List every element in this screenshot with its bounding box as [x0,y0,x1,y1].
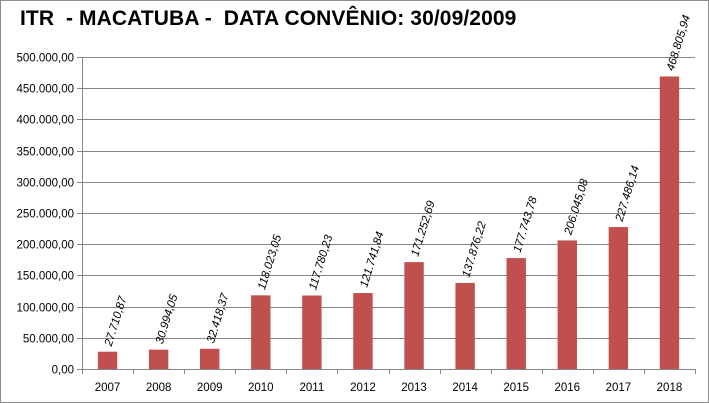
data-label: 118.023,05 [256,233,284,291]
data-label: 171.252,69 [409,199,437,258]
x-tick-label: 2016 [554,382,580,394]
gridlines [77,57,696,374]
x-tick-label: 2009 [197,382,223,394]
bar [353,293,373,369]
bar [148,349,169,369]
data-label: 30.994,05 [154,293,181,346]
x-tick-label: 2012 [350,382,376,394]
x-tick-label: 2014 [452,382,478,394]
x-tick-label: 2017 [606,382,632,394]
data-label: 137.876,22 [461,220,489,279]
y-axis-tick-labels: 0,00 50.000,00 100.000,00 150.000,00 200.000… [16,53,74,377]
bar [506,258,526,369]
bar [455,282,475,369]
bar [97,351,118,369]
y-tick-label: 300.000,00 [16,178,74,190]
x-tick-label: 2007 [95,382,121,394]
data-labels: 27.710,87 30.994,05 32.418,37 118.023,05 117… [103,14,694,349]
y-tick-label: 50.000,00 [23,334,74,346]
y-tick-label: 500.000,00 [16,53,74,65]
y-tick-label: 450.000,00 [16,84,74,96]
data-label: 117.780,23 [307,233,335,291]
data-label: 468.805,94 [665,14,693,73]
bar [200,348,220,369]
y-tick-label: 150.000,00 [16,271,74,283]
bar [659,76,680,370]
y-tick-label: 100.000,00 [16,303,74,315]
y-tick-label: 200.000,00 [16,240,74,252]
bar [608,227,629,369]
x-tick-label: 2010 [248,382,274,394]
x-tick-label: 2018 [657,382,683,394]
x-tick-label: 2008 [146,382,172,394]
data-label: 206.045,08 [562,177,591,237]
data-label: 177.743,78 [512,195,540,254]
x-tick-label: 2013 [401,382,427,394]
y-tick-label: 400.000,00 [16,115,74,127]
x-tick-label: 2015 [503,382,529,394]
bar [404,262,424,369]
data-label: 121.741,84 [358,230,386,289]
x-tick-label: 2011 [300,382,325,394]
x-axis-tick-labels: 2007 2008 2009 2010 2011 2012 2013 2014 2015 2016… [95,382,683,394]
y-tick-label: 0,00 [52,365,74,377]
bar [251,295,271,369]
bar [302,295,322,369]
data-label: 32.418,37 [205,292,232,345]
data-label: 27.710,87 [103,295,130,349]
y-tick-label: 250.000,00 [16,209,74,221]
bars [97,76,680,370]
bar [557,240,577,369]
y-tick-label: 350.000,00 [16,147,74,159]
data-label: 227.486,14 [613,164,642,224]
chart-title: ITR - MACATUBA - DATA CONVÊNIO: 30/09/20… [20,7,517,30]
